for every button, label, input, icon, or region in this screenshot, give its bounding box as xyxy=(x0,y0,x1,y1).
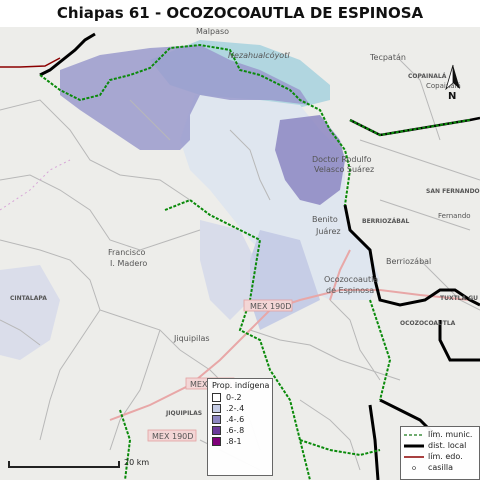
scale-bar: 20 km xyxy=(8,458,158,476)
indigenous-zone-southwest xyxy=(0,265,60,360)
legend-swatch xyxy=(212,426,221,435)
legend-swatch xyxy=(212,415,221,424)
legend-swatch xyxy=(212,404,221,413)
place-tecpatan: Tecpatán xyxy=(369,53,406,62)
indigenous-zone-center xyxy=(200,220,255,320)
legend-lines: lím. munic. dist. local lím. edo. casilla xyxy=(400,426,480,480)
map-area[interactable]: Malpaso Nezahualcóyotl Tecpatán COPAINAL… xyxy=(0,27,480,480)
legend-proportion-item: .2-.4 xyxy=(212,403,268,414)
road-shield-3-label: MEX 190D xyxy=(152,432,193,441)
muni-copainala: COPAINALÁ xyxy=(408,73,447,80)
legend-proportion-item: .8-1 xyxy=(212,436,268,447)
legend-line-label: lím. munic. xyxy=(428,430,473,439)
map-title: Chiapas 61 - OCOZOCOAUTLA DE ESPINOSA xyxy=(0,0,480,27)
place-copainala: Copainalá xyxy=(426,82,461,90)
legend-swatch xyxy=(212,393,221,402)
indigenous-zone-north xyxy=(60,45,310,150)
north-arrow-icon xyxy=(445,64,460,91)
place-dvs-2: Velasco Suárez xyxy=(314,165,374,174)
legend-proportion-label: .6-.8 xyxy=(226,426,245,435)
place-ocozo-2: de Espinosa xyxy=(326,286,374,295)
place-ocozo-1: Ocozocoautla xyxy=(324,275,378,284)
legend-line-item: casilla xyxy=(404,462,476,473)
district-outline-black xyxy=(39,32,480,480)
place-fernando: Fernando xyxy=(438,212,471,220)
north-arrow: N xyxy=(442,63,464,103)
legend-proportion-item: .6-.8 xyxy=(212,425,268,436)
indigenous-zone-northeast xyxy=(275,115,345,205)
legend-swatch xyxy=(212,437,221,446)
place-fmadero-1: Francisco xyxy=(108,248,145,257)
legend-line-label: lím. edo. xyxy=(428,452,463,461)
muni-ocozo: OCOZOCOAUTLA xyxy=(400,320,456,327)
scale-label: 20 km xyxy=(124,458,150,467)
legend-proportion-label: .8-1 xyxy=(226,437,242,446)
muni-jiquipilas: JIQUIPILAS xyxy=(165,410,202,417)
muni-berriozabal: BERRIOZÁBAL xyxy=(362,218,409,225)
north-label: N xyxy=(448,91,457,102)
muni-cintalapa: CINTALAPA xyxy=(10,295,47,302)
place-berriozabal: Berriozábal xyxy=(386,257,431,266)
legend-line-item: dist. local xyxy=(404,440,476,451)
legend-proportion-label: .2-.4 xyxy=(226,404,245,413)
legend-proportion-item: 0-.2 xyxy=(212,392,268,403)
place-fmadero-2: I. Madero xyxy=(110,259,147,268)
place-malpaso: Malpaso xyxy=(196,27,229,36)
place-nezahualcoyotl: Nezahualcóyotl xyxy=(228,50,290,60)
legend-line-symbol xyxy=(404,444,424,447)
road-shield-1: MEX 190D xyxy=(243,299,293,312)
muni-san-fernando: SAN FERNANDO xyxy=(426,188,480,195)
legend-proportion: Prop. indígena 0-.2 .2-.4 .4-.6 .6-.8 .8-1 xyxy=(207,378,273,476)
legend-proportion-title: Prop. indígena xyxy=(212,381,270,390)
legend-line-symbol xyxy=(404,433,424,436)
map-svg: Malpaso Nezahualcóyotl Tecpatán COPAINAL… xyxy=(0,27,480,480)
place-juarez-2: Juárez xyxy=(315,227,341,236)
legend-proportion-label: .4-.6 xyxy=(226,415,245,424)
state-boundary xyxy=(0,57,61,68)
legend-line-item: lím. edo. xyxy=(404,451,476,462)
muni-tuxtla: TUXTLA GU xyxy=(440,295,478,302)
road-shield-1-label: MEX 190D xyxy=(250,302,291,311)
district-boundary-green xyxy=(39,43,471,480)
scale-tick-end xyxy=(118,461,120,468)
legend-proportion-item: .4-.6 xyxy=(212,414,268,425)
scale-tick-start xyxy=(8,461,10,468)
legend-line-label: casilla xyxy=(428,463,454,472)
scale-line xyxy=(8,466,120,468)
legend-line-label: dist. local xyxy=(428,441,467,450)
legend-line-symbol xyxy=(404,455,424,458)
place-dvs-1: Doctor Rodulfo xyxy=(312,155,372,164)
legend-proportion-label: 0-.2 xyxy=(226,393,242,402)
legend-line-item: lím. munic. xyxy=(404,429,476,440)
place-juarez-1: Benito xyxy=(312,215,338,224)
state-boundary-dotted xyxy=(0,159,71,211)
legend-line-symbol xyxy=(412,465,416,470)
place-jiquipilas: Jiquipilas xyxy=(173,334,210,343)
road-shield-3: MEX 190D xyxy=(147,429,197,442)
